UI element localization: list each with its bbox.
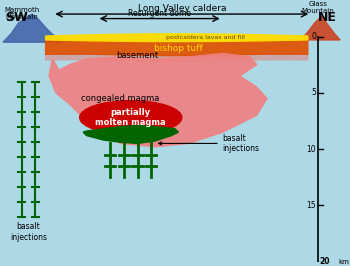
Text: 20: 20 xyxy=(320,257,330,266)
Text: Resurgent dome: Resurgent dome xyxy=(128,9,191,18)
Text: 5: 5 xyxy=(312,88,316,97)
Polygon shape xyxy=(49,53,267,147)
Polygon shape xyxy=(46,34,308,41)
Text: basement: basement xyxy=(117,51,159,60)
Text: 15: 15 xyxy=(307,201,316,210)
Text: Mammoth
Mountain: Mammoth Mountain xyxy=(4,7,40,20)
Polygon shape xyxy=(46,40,308,56)
Polygon shape xyxy=(46,54,308,61)
Text: basalt
injections: basalt injections xyxy=(159,134,260,153)
Text: bishop tuff: bishop tuff xyxy=(154,44,203,53)
Text: 10: 10 xyxy=(307,144,316,153)
Text: 0: 0 xyxy=(312,32,316,41)
Polygon shape xyxy=(83,125,178,143)
Text: Long Valley caldera: Long Valley caldera xyxy=(138,4,226,13)
Text: NE: NE xyxy=(318,11,337,24)
Text: postcaldera lavas and fill: postcaldera lavas and fill xyxy=(166,35,245,40)
Text: km: km xyxy=(338,259,349,264)
Text: Glass
Mountain: Glass Mountain xyxy=(302,1,334,14)
Text: basalt
injections: basalt injections xyxy=(10,222,47,242)
Ellipse shape xyxy=(80,101,182,134)
Polygon shape xyxy=(301,16,340,40)
Text: SW: SW xyxy=(5,11,28,24)
Text: congealed magma: congealed magma xyxy=(81,94,160,103)
Polygon shape xyxy=(3,14,63,42)
Text: partially
molten magma: partially molten magma xyxy=(96,108,166,127)
